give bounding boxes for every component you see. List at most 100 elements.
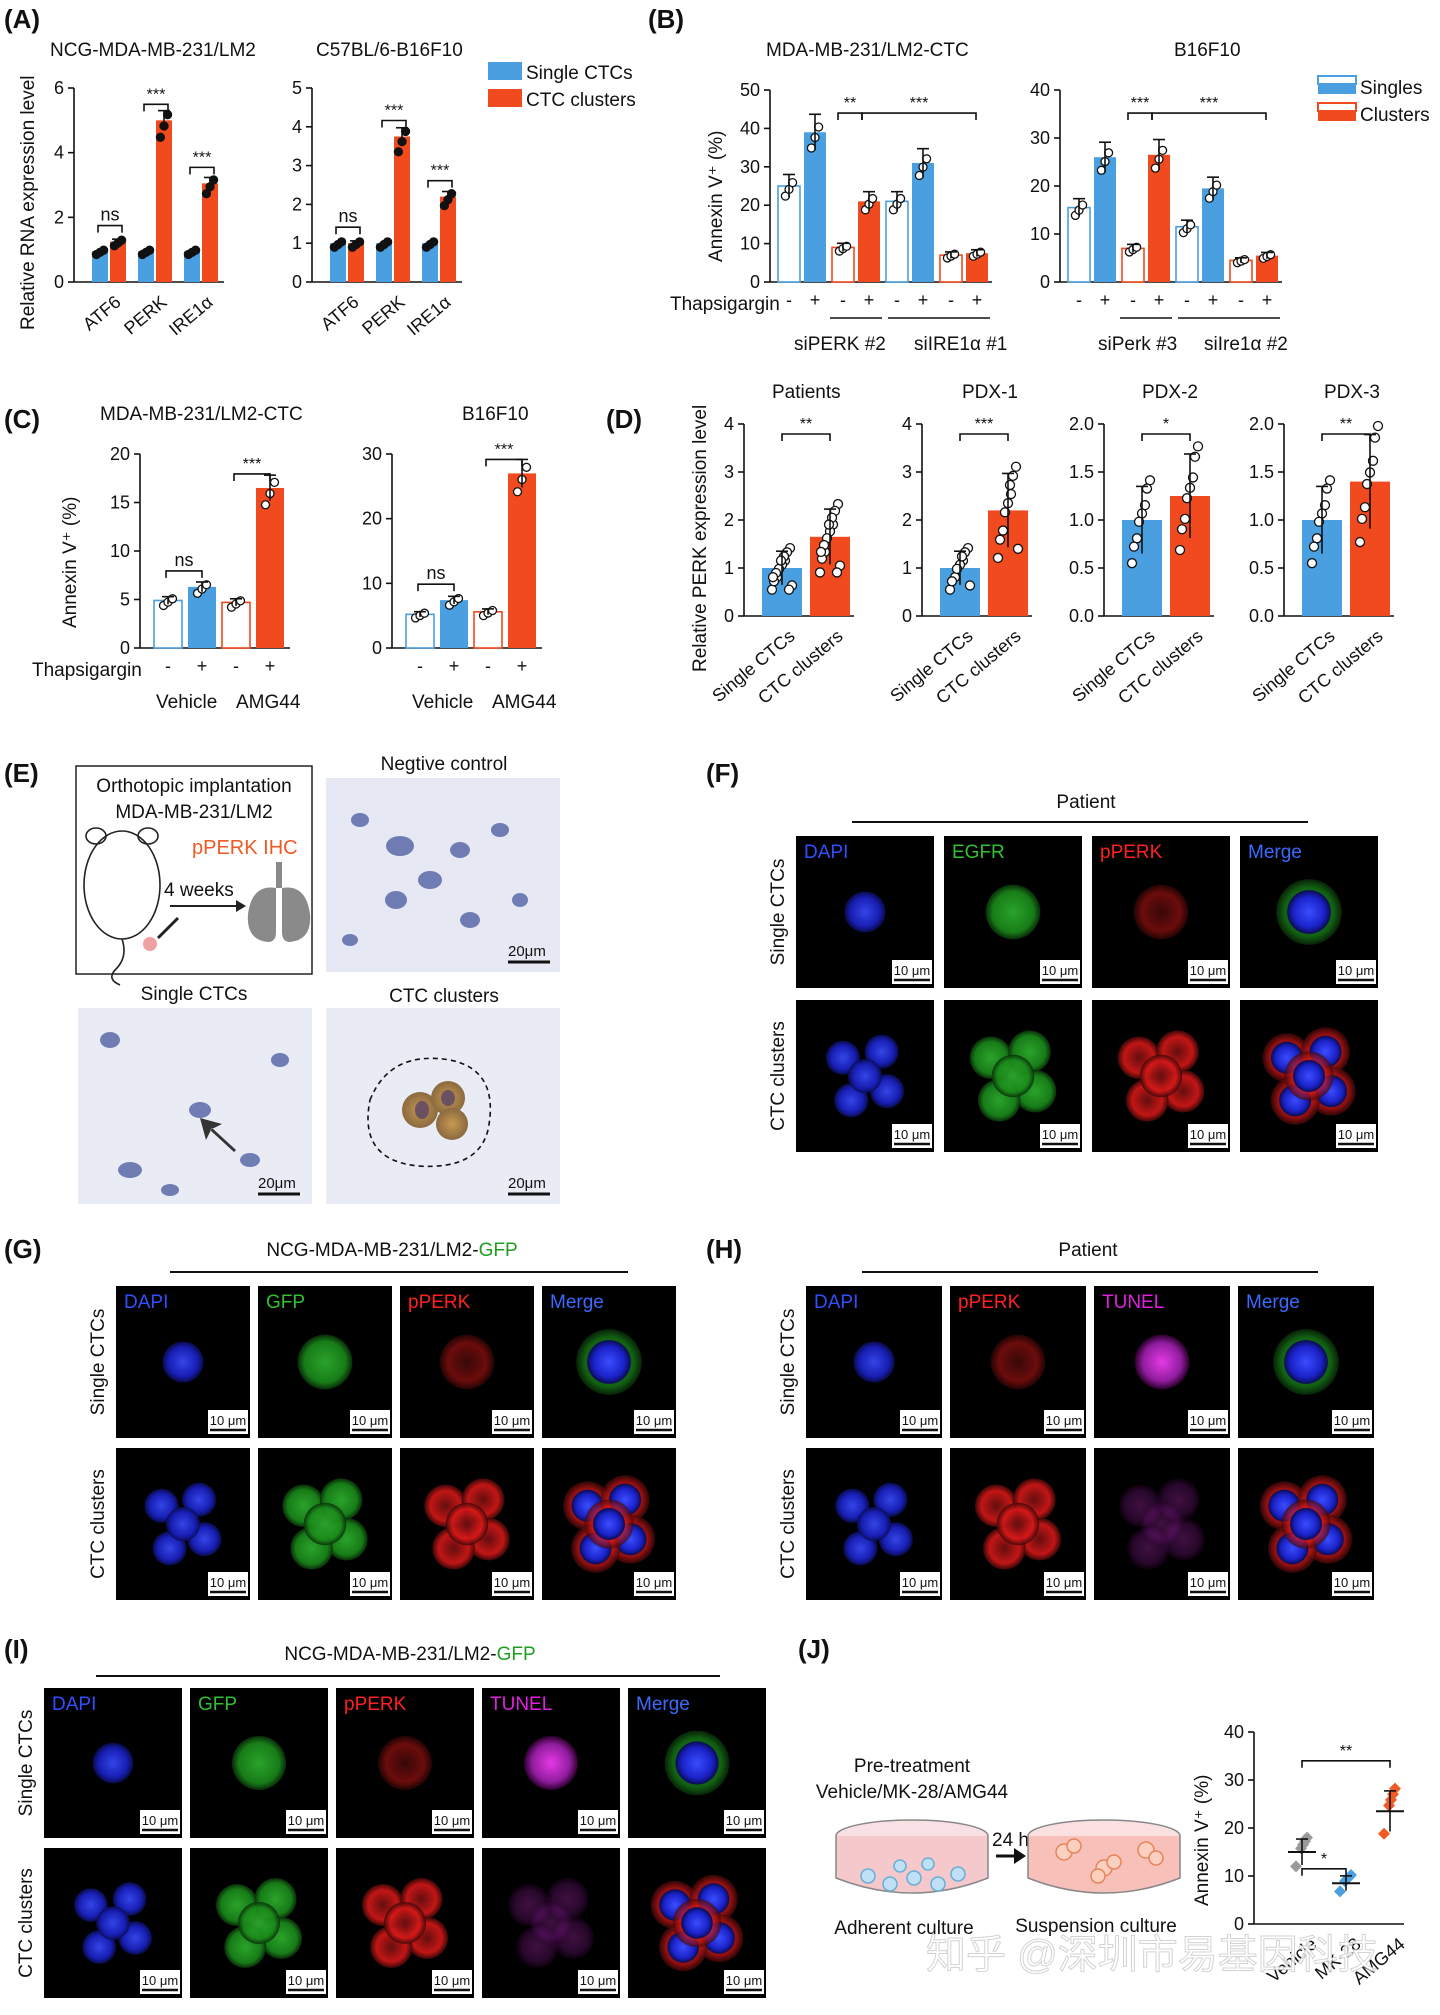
h-channel-2: TUNEL (1102, 1292, 1164, 1313)
chart-b1-sig-1-bracket (861, 112, 977, 121)
g-cell-1-0 (297, 1334, 353, 1390)
chart-c1-title: MDA-MB-231/LM2-CTC (100, 404, 303, 425)
chart-b2-sig-0-label: *** (1131, 95, 1150, 112)
e-box-line2: MDA-MB-231/LM2 (115, 802, 272, 823)
chart-a1-xtick-label-2: IRE1α (165, 292, 216, 340)
f-scale-1-0: 10 μm (1042, 963, 1078, 978)
chart-d3-bar-1-pt-0 (1174, 544, 1186, 556)
chart-d3-bar-0-pt-6 (1141, 483, 1153, 494)
panel-letter-j: (J) (798, 1634, 830, 1664)
chart-c-ylabel: Annexin V⁺ (%) (60, 497, 81, 628)
panel-letters: (A) (B) (C) (D) (E) (F) (G) (H) (I) (J) (4, 4, 830, 1664)
chart-c1-sign-1: + (197, 656, 208, 676)
i-tile-0-0: 10 μm (44, 1688, 182, 1838)
chart-d2-ytick-label-1: 1 (902, 558, 912, 578)
chart-b1-sign-1: + (810, 290, 821, 310)
i-scale-4-0: 10 μm (726, 1813, 762, 1828)
h-cell-3-1-4-b (1290, 1508, 1322, 1540)
f-cell-0-1-4 (847, 1058, 883, 1094)
chart-d3-ytick-label-1: 0.5 (1069, 558, 1094, 578)
chart-c2-bar-1 (440, 600, 468, 648)
chart-c1-ytick-label-0: 0 (120, 638, 130, 658)
legend-a: Single CTCs CTC clusters (488, 62, 636, 111)
chart-d2-bar-0-pt-9 (956, 551, 968, 562)
chart-c2-ytick-label-1: 10 (362, 573, 382, 593)
j-arrow-head (1014, 1848, 1026, 1864)
g-row-0: Single CTCs (88, 1309, 109, 1416)
legend-b-clusters: Clusters (1360, 105, 1430, 126)
h-scale-0-0: 10 μm (902, 1413, 938, 1428)
chart-c1-sig-1-label: *** (243, 456, 262, 473)
chart-b1-ytick-label-0: 0 (750, 272, 760, 292)
chart-d2-ytick-label-4: 4 (902, 414, 912, 434)
legend-a-cluster: CTC clusters (526, 90, 636, 111)
i-scale-0-1: 10 μm (142, 1973, 178, 1988)
h-tile-0-1: 10 μm (806, 1448, 942, 1600)
chart-c2-bar-0-pt-2 (419, 608, 430, 618)
chart-b2-ytick-label-0: 0 (1040, 272, 1050, 292)
f-header: Patient (1056, 792, 1116, 813)
chart-d4-ytick-label-0: 0.0 (1249, 606, 1274, 626)
i-tile-0-1: 10 μm (44, 1848, 182, 1998)
chart-b2-sign-3: + (1154, 290, 1165, 310)
chart-d3-ytick-label-2: 1.0 (1069, 510, 1094, 530)
chart-d2-title: PDX-1 (962, 382, 1018, 403)
h-scale-2-0: 10 μm (1190, 1413, 1226, 1428)
chart-d4-bar-1-pt-5 (1356, 513, 1368, 525)
chart-b1-sign-2: - (840, 290, 846, 310)
chart-a2-xtick-label-0: ATF6 (317, 292, 363, 335)
chart-j-sig-0-bracket (1301, 1868, 1347, 1876)
chart-d3-bar-0-pt-0 (1126, 558, 1138, 569)
chart-j-pt-2-0 (1378, 1827, 1390, 1840)
chart-a2-ytick-label-1: 1 (292, 233, 302, 253)
chart-c2-sign-0: - (417, 656, 423, 676)
chart-b2-bar-0 (1067, 206, 1091, 283)
e-arrow-head (236, 900, 246, 912)
chart-d4-bar-1-pt-2 (1359, 502, 1371, 513)
chart-b1-bar-5 (912, 162, 934, 282)
chart-a1-bar-cluster-1 (156, 120, 172, 282)
chart-b1-ytick-label-1: 10 (740, 234, 760, 254)
chart-b2-sig-0-bracket (1127, 112, 1153, 121)
chart-c1-ytick-label-3: 15 (110, 493, 130, 513)
chart-d1-bar-1-pt-13 (815, 546, 827, 558)
i-cell-3-1-4 (530, 1902, 572, 1944)
chart-a2-single-0-pt-2 (336, 237, 347, 247)
e-cluster-title: CTC clusters (389, 986, 499, 1007)
e-neg-image (326, 778, 560, 972)
f-tile-0-1: 10 μm (796, 1000, 934, 1152)
g-cell-0-1-1 (182, 1482, 217, 1517)
chart-d2-bar-1-pt-0 (992, 552, 1004, 564)
i-row-1: CTC clusters (16, 1868, 37, 1978)
g-cell-0-1-4 (165, 1506, 201, 1542)
i-tile-1-0: 10 μm (190, 1688, 328, 1838)
chart-a2-sig-2-label: *** (431, 163, 450, 180)
chart-a1-single-2-pt-2 (190, 245, 201, 255)
chart-c2-ytick-label-0: 0 (372, 638, 382, 658)
j-24h: 24 h (992, 1830, 1029, 1851)
chart-b1-sign-4: - (894, 290, 900, 310)
chart-c1-bar-2 (221, 601, 251, 649)
chart-b1-ytick-label-5: 50 (740, 80, 760, 100)
h-cell-0-1-4 (856, 1506, 892, 1542)
chart-b1-sign-7: + (972, 290, 983, 310)
chart-b2-bar-5 (1202, 188, 1224, 282)
chart-a2-ytick-label-5: 5 (292, 78, 302, 98)
h-cell-2-1-4 (1140, 1502, 1184, 1546)
chart-a-ylabel: Relative RNA expression level (18, 75, 39, 330)
i-scale-2-1: 10 μm (434, 1973, 470, 1988)
f-tile-2-1: 10 μm (1092, 1000, 1230, 1152)
chart-c2-sign-3: + (517, 656, 528, 676)
i-scale-2-0: 10 μm (434, 1813, 470, 1828)
chart-a2-sig-0-bracket (335, 226, 361, 235)
h-tile-0-0: 10 μm (806, 1286, 942, 1438)
chart-a1-bar-cluster-0 (110, 241, 126, 282)
chart-c2-bar-3-pt-0 (512, 487, 523, 497)
f-row-1: CTC clusters (768, 1021, 789, 1131)
f-tile-1-0: 10 μm (944, 836, 1082, 988)
chart-d4-bar-1-pt-0 (1354, 536, 1366, 548)
e-cluster-cells (402, 1081, 468, 1140)
h-channel-0: DAPI (814, 1292, 858, 1313)
chart-b1-bar-0 (777, 185, 801, 283)
chart-a2-ytick-label-3: 3 (292, 156, 302, 176)
